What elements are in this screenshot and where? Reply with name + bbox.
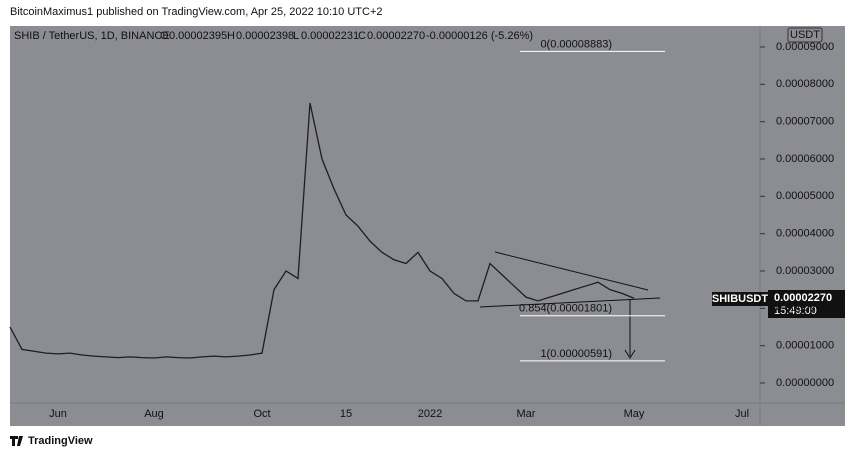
close-label: C <box>358 30 366 42</box>
x-tick-label: 2022 <box>418 408 442 420</box>
price-line <box>9 102 635 359</box>
fib-label: 1(0.00000591) <box>540 348 612 360</box>
y-tick-label: 0.00004000 <box>776 228 834 240</box>
low-label: L <box>293 30 299 42</box>
low-value: 0.00002231 <box>301 30 359 42</box>
y-tick-label: 0.00001000 <box>776 340 834 352</box>
x-tick-label: Oct <box>253 408 270 420</box>
high-label: H <box>227 30 235 42</box>
y-tick-label: 0.00007000 <box>776 116 834 128</box>
arrow-head <box>624 349 636 359</box>
open-label: O <box>160 30 169 42</box>
x-tick-label: Mar <box>517 408 536 420</box>
y-tick-label: 0.00005000 <box>776 190 834 202</box>
x-tick-label: May <box>624 408 645 420</box>
currency: USDT <box>790 29 820 41</box>
symbol: SHIB / TetherUS, 1D, BINANCE <box>14 30 170 42</box>
y-tick-label: 0.00002000 <box>776 302 834 314</box>
footer-logo-text: TradingView <box>28 435 93 447</box>
open-value: 0.00002395 <box>169 30 227 42</box>
change: -0.00000126 (-5.26%) <box>426 30 533 42</box>
footer-logo <box>10 436 23 446</box>
chart-background <box>10 26 845 426</box>
y-tick-label: 0.00000000 <box>776 377 834 389</box>
currency-box <box>787 27 823 43</box>
triangle-upper <box>494 251 649 291</box>
published-by: BitcoinMaximus1 published on TradingView… <box>10 6 383 18</box>
high-value: 0.00002398 <box>236 30 294 42</box>
y-tick-label: 0.00006000 <box>776 153 834 165</box>
price-tag <box>768 290 845 318</box>
x-tick-label: 15 <box>340 408 352 420</box>
y-tick-label: 0.00008000 <box>776 78 834 90</box>
fib-label: 0.854(0.00001801) <box>519 303 612 315</box>
last-price: 0.00002270 <box>774 292 832 304</box>
x-tick-label: Jul <box>735 408 749 420</box>
symbol-tag <box>712 292 768 306</box>
y-tick-label: 0.00009000 <box>776 41 834 53</box>
fib-label: 0(0.00008883) <box>540 38 612 50</box>
x-tick-label: Aug <box>144 408 164 420</box>
triangle-lower <box>479 297 661 308</box>
close-value: 0.00002270 <box>367 30 425 42</box>
y-tick-label: 0.00003000 <box>776 265 834 277</box>
x-tick-label: Jun <box>49 408 67 420</box>
countdown: 15:49:09 <box>774 305 817 317</box>
symbol-tag-text: SHIBUSDT <box>712 293 769 305</box>
